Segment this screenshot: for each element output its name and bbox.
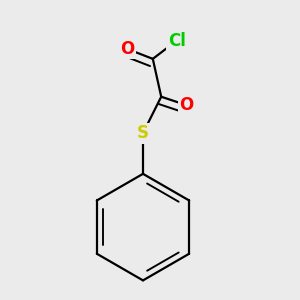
Text: Cl: Cl	[168, 32, 186, 50]
Text: O: O	[120, 40, 135, 58]
Text: O: O	[179, 96, 194, 114]
Text: S: S	[137, 124, 149, 142]
